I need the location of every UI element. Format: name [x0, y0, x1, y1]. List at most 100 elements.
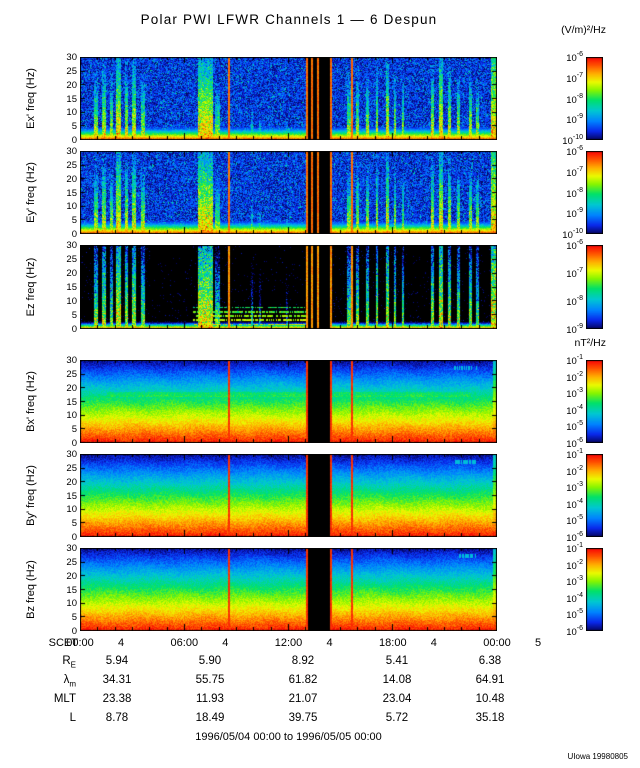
y-tick-label: 5 [71, 518, 77, 530]
y-tick-label: 5 [71, 424, 77, 436]
colorbar-tick-label: 10-8 [566, 186, 583, 200]
colorbar-bz [586, 548, 603, 631]
colorbar-tick-label: 10-1 [566, 542, 583, 556]
colorbar-tick-label: 10-4 [566, 591, 583, 605]
colorbar-tick-label: 10-7 [566, 71, 583, 85]
orbit-value: 64.91 [475, 674, 505, 686]
x-axis-time-label: 06:00 [170, 637, 199, 649]
x-axis-day-label: 4 [118, 637, 125, 649]
y-axis-label-ey: Ey' freq (Hz) [25, 162, 37, 223]
y-tick-label: 20 [66, 268, 77, 279]
colorbar-tick-label: 10-9 [566, 113, 583, 127]
colorbar-tick-label: 10-6 [566, 239, 583, 253]
orbit-value: 8.92 [291, 655, 315, 667]
time-range-caption: 1996/05/04 00:00 to 1996/05/05 00:00 [195, 731, 382, 743]
y-tick-label: 25 [66, 556, 77, 568]
x-axis-time-label: 12:00 [274, 637, 303, 649]
spectrogram-canvas-ez [80, 245, 497, 329]
spectrogram-canvas-ey [80, 151, 497, 234]
orbit-value: 39.75 [288, 712, 318, 724]
y-tick-label: 5 [71, 121, 77, 133]
y-tick-label: 30 [66, 355, 77, 366]
y-tick-label: 25 [66, 65, 77, 77]
y-tick-label: 20 [66, 79, 77, 91]
x-axis-time-label: 00:00 [483, 637, 511, 649]
orbit-value: 5.72 [385, 712, 409, 724]
y-tick-label: 15 [66, 396, 77, 408]
colorbar-tick-label: 10-5 [566, 514, 583, 528]
spectrogram-canvas-bz [80, 548, 497, 631]
y-tick-label: 15 [66, 187, 77, 199]
colorbar-tick-label: 10-2 [566, 370, 583, 384]
spectrogram-canvas-by [80, 454, 497, 537]
y-tick-label: 10 [66, 296, 77, 307]
colorbar-tick-label: 10-5 [566, 608, 583, 622]
colorbar-tick-label: 10-10 [562, 228, 583, 242]
orbit-row-label-re: RE [62, 655, 76, 670]
y-tick-label: 0 [71, 135, 77, 146]
y-tick-label: 15 [66, 282, 77, 293]
colorbar-tick-label: 10-1 [566, 354, 583, 368]
figure-title: Polar PWI LFWR Channels 1 — 6 Despun [140, 12, 438, 27]
x-axis-title: SCET [48, 637, 78, 649]
colorbar-tick-label: 10-9 [566, 323, 583, 337]
y-tick-label: 30 [66, 240, 77, 251]
y-axis-label-ez: Ez freq (Hz) [25, 257, 37, 317]
orbit-value: 8.78 [105, 712, 129, 724]
x-axis-day-label: 4 [326, 637, 333, 649]
colorbar-tick-label: 10-5 [566, 420, 583, 434]
y-tick-label: 10 [66, 410, 77, 422]
orbit-row-label-mlt: MLT [53, 693, 76, 705]
colorbar-tick-label: 10-7 [566, 165, 583, 179]
colorbar-tick-label: 10-3 [566, 387, 583, 401]
y-tick-label: 20 [66, 570, 77, 582]
y-axis-label-bz: Bz freq (Hz) [25, 560, 37, 619]
colorbar-tick-label: 10-6 [566, 437, 583, 451]
orbit-value: 18.49 [195, 712, 225, 724]
orbit-row-label-λm: λm [63, 674, 76, 689]
y-tick-label: 25 [66, 462, 77, 474]
colorbar-tick-label: 10-4 [566, 497, 583, 511]
colorbar-tick-label: 10-2 [566, 558, 583, 572]
colorbar-tick-label: 10-8 [566, 92, 583, 106]
colorbar-ey [586, 151, 603, 234]
y-tick-label: 15 [66, 584, 77, 596]
y-tick-label: 15 [66, 93, 77, 105]
y-tick-label: 30 [66, 543, 77, 554]
colorbar-ex [586, 57, 603, 140]
y-tick-label: 25 [66, 254, 77, 265]
orbit-value: 34.31 [102, 674, 132, 686]
y-tick-label: 5 [71, 310, 77, 321]
y-tick-label: 30 [66, 146, 77, 157]
y-tick-label: 5 [71, 215, 77, 227]
orbit-value: 6.38 [478, 655, 502, 667]
y-tick-label: 0 [71, 229, 77, 240]
y-tick-label: 5 [71, 612, 77, 624]
orbit-value: 21.07 [288, 693, 318, 705]
colorbar-tick-label: 10-6 [566, 625, 583, 639]
orbit-value: 10.48 [475, 693, 505, 705]
spectrogram-canvas-bx [80, 360, 497, 443]
colorbar-tick-label: 10-10 [562, 134, 583, 148]
colorbar-tick-label: 10-2 [566, 464, 583, 478]
electric-colorbar-units: (V/m)²/Hz [561, 24, 606, 36]
colorbar-tick-label: 10-1 [566, 448, 583, 462]
y-tick-label: 20 [66, 476, 77, 488]
orbit-value: 5.94 [105, 655, 129, 667]
colorbar-ez [586, 245, 603, 329]
orbit-value: 11.93 [196, 693, 224, 705]
y-tick-label: 20 [66, 173, 77, 185]
orbit-value: 5.41 [385, 655, 409, 667]
colorbar-by [586, 454, 603, 537]
orbit-value: 35.18 [475, 712, 505, 724]
colorbar-tick-label: 10-6 [566, 531, 583, 545]
x-axis-day-label: 5 [535, 637, 542, 649]
colorbar-tick-label: 10-6 [566, 145, 583, 159]
y-tick-label: 0 [71, 438, 77, 449]
y-tick-label: 0 [71, 324, 77, 335]
y-axis-label-ex: Ex' freq (Hz) [25, 68, 37, 129]
colorbar-tick-label: 10-9 [566, 207, 583, 221]
y-tick-label: 20 [66, 382, 77, 394]
orbit-value: 5.90 [198, 655, 222, 667]
